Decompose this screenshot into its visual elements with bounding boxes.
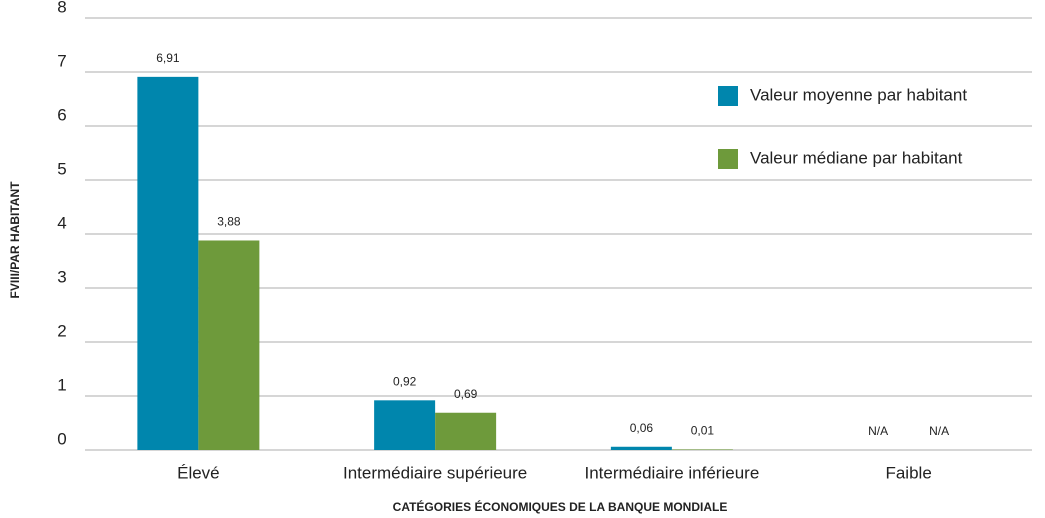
- legend-label: Valeur médiane par habitant: [750, 148, 963, 167]
- y-tick-label: 5: [57, 159, 66, 178]
- bar: [435, 412, 497, 450]
- x-tick-label: Élevé: [177, 463, 220, 482]
- data-label: 3,88: [217, 215, 241, 229]
- bar: [374, 400, 436, 450]
- x-axis-title: CATÉGORIES ÉCONOMIQUES DE LA BANQUE MOND…: [393, 499, 728, 514]
- y-tick-label: 3: [57, 267, 66, 286]
- x-tick-label: Intermédiaire inférieure: [584, 463, 759, 482]
- legend-label: Valeur moyenne par habitant: [750, 85, 967, 104]
- data-label: 6,91: [156, 51, 180, 65]
- data-label: 0,92: [393, 374, 417, 388]
- y-tick-label: 8: [57, 0, 66, 16]
- data-label: 0,06: [630, 421, 654, 435]
- data-label: 0,69: [454, 387, 478, 401]
- y-tick-label: 6: [57, 105, 66, 124]
- bar: [671, 449, 733, 450]
- data-label: N/A: [868, 424, 888, 438]
- data-label: 0,01: [691, 424, 715, 438]
- y-tick-label: 7: [57, 51, 66, 70]
- y-tick-label: 4: [57, 213, 66, 232]
- bar: [137, 76, 199, 451]
- y-tick-label: 0: [57, 429, 66, 448]
- data-label: N/A: [929, 424, 949, 438]
- bar: [610, 446, 672, 450]
- legend-swatch: [718, 86, 738, 106]
- bar: [198, 240, 260, 450]
- y-tick-label: 1: [57, 375, 66, 394]
- y-tick-label: 2: [57, 321, 66, 340]
- legend-swatch: [718, 149, 738, 169]
- x-tick-label: Intermédiaire supérieure: [343, 463, 527, 482]
- x-tick-label: Faible: [885, 463, 931, 482]
- y-axis-title: FVIII/PAR HABITANT: [8, 181, 22, 299]
